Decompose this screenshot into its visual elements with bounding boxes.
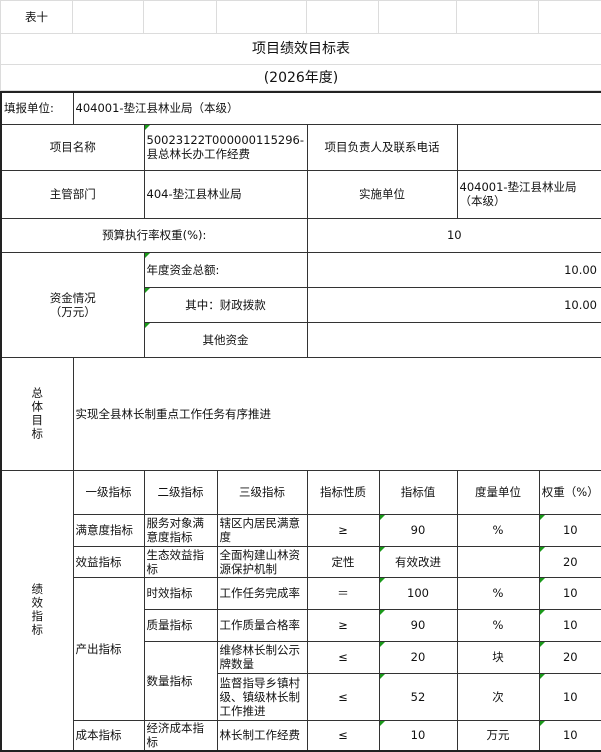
level3-indicator: 全面构建山林资源保护机制: [217, 546, 307, 577]
funding-fiscal-value: 10.00: [307, 287, 601, 322]
indicator-header: 三级指标: [217, 470, 307, 514]
indicator-value: 有效改进: [379, 546, 457, 577]
indicator-unit: 块: [457, 641, 539, 673]
indicator-section: 绩效指标一级指标二级指标三级指标指标性质指标值度量单位权重（%）满意度指标服务对…: [1, 470, 601, 751]
indicator-value: 100: [379, 577, 457, 609]
budget-weight-label: 预算执行率权重(%):: [1, 218, 307, 252]
reporting-unit-label: 填报单位:: [1, 92, 73, 124]
indicator-nature: ≥: [307, 514, 379, 546]
indicator-weight: 20: [539, 641, 601, 673]
indicators-label: 绩效指标: [30, 583, 44, 637]
sheet-label: 表十: [1, 1, 73, 34]
performance-table: 填报单位: 404001-垫江县林业局（本级） 项目名称 50023122T00…: [0, 91, 601, 752]
level2-indicator: 生态效益指标: [144, 546, 217, 577]
indicator-unit: %: [457, 577, 539, 609]
page-subtitle: (2026年度): [1, 65, 601, 91]
indicator-unit: [457, 546, 539, 577]
implementing-unit-value: 404001-垫江县林业局（本级）: [457, 170, 601, 218]
level2-indicator: 经济成本指标: [144, 720, 217, 751]
budget-weight-value: 10: [307, 218, 601, 252]
indicator-unit: 次: [457, 673, 539, 720]
indicator-header: 权重（%）: [539, 470, 601, 514]
project-name-value: 50023122T000000115296-县总林长办工作经费: [144, 124, 307, 170]
level2-indicator: 数量指标: [144, 641, 217, 720]
sheet-header: 表十 项目绩效目标表 (2026年度): [0, 0, 601, 91]
indicator-weight: 20: [539, 546, 601, 577]
level3-indicator: 工作任务完成率: [217, 577, 307, 609]
project-contact-label: 项目负责人及联系电话: [307, 124, 457, 170]
reporting-unit-value: 404001-垫江县林业局（本级）: [73, 92, 601, 124]
page-title: 项目绩效目标表: [1, 34, 601, 65]
funding-other-label: 其他资金: [144, 322, 307, 357]
indicator-nature: ≤: [307, 673, 379, 720]
level1-indicator: 产出指标: [73, 577, 144, 720]
level3-indicator: 辖区内居民满意度: [217, 514, 307, 546]
level3-indicator: 林长制工作经费: [217, 720, 307, 751]
indicator-weight: 10: [539, 514, 601, 546]
indicator-value: 52: [379, 673, 457, 720]
funding-other-value: [307, 322, 601, 357]
project-contact-value: [457, 124, 601, 170]
level2-indicator: 服务对象满意度指标: [144, 514, 217, 546]
level3-indicator: 维修林长制公示牌数量: [217, 641, 307, 673]
indicator-header: 指标性质: [307, 470, 379, 514]
indicator-weight: 10: [539, 577, 601, 609]
level2-indicator: 时效指标: [144, 577, 217, 609]
indicator-header: 一级指标: [73, 470, 144, 514]
level1-indicator: 成本指标: [73, 720, 144, 751]
indicator-header: 指标值: [379, 470, 457, 514]
funding-total-value: 10.00: [307, 252, 601, 287]
indicator-unit: %: [457, 514, 539, 546]
indicator-header: 度量单位: [457, 470, 539, 514]
level1-indicator: 效益指标: [73, 546, 144, 577]
indicator-value: 10: [379, 720, 457, 751]
indicator-row: 产出指标时效指标工作任务完成率＝100%10: [1, 577, 601, 609]
indicator-nature: 定性: [307, 546, 379, 577]
indicator-weight: 10: [539, 609, 601, 641]
indicator-weight: 10: [539, 720, 601, 751]
department-value: 404-垫江县林业局: [144, 170, 307, 218]
indicator-value: 20: [379, 641, 457, 673]
indicator-header: 二级指标: [144, 470, 217, 514]
indicator-row: 效益指标生态效益指标全面构建山林资源保护机制定性有效改进 20: [1, 546, 601, 577]
indicator-unit: %: [457, 609, 539, 641]
indicator-unit: 万元: [457, 720, 539, 751]
indicator-value: 90: [379, 609, 457, 641]
indicator-nature: ≤: [307, 720, 379, 751]
indicator-nature: ≤: [307, 641, 379, 673]
funding-label: 资金情况 （万元）: [1, 252, 144, 357]
funding-fiscal-label: 其中：财政拨款: [144, 287, 307, 322]
level3-indicator: 工作质量合格率: [217, 609, 307, 641]
level1-indicator: 满意度指标: [73, 514, 144, 546]
level3-indicator: 监督指导乡镇村级、镇级林长制工作推进: [217, 673, 307, 720]
overall-goal-value: 实现全县林长制重点工作任务有序推进: [73, 357, 601, 470]
overall-goal-label: 总体目标: [30, 387, 44, 441]
level2-indicator: 质量指标: [144, 609, 217, 641]
implementing-unit-label: 实施单位: [307, 170, 457, 218]
indicator-nature: ≥: [307, 609, 379, 641]
indicator-value: 90: [379, 514, 457, 546]
indicator-row: 满意度指标服务对象满意度指标辖区内居民满意度≥90%10: [1, 514, 601, 546]
department-label: 主管部门: [1, 170, 144, 218]
funding-total-label: 年度资金总额:: [144, 252, 307, 287]
indicator-weight: 10: [539, 673, 601, 720]
indicator-nature: ＝: [307, 577, 379, 609]
project-name-label: 项目名称: [1, 124, 144, 170]
